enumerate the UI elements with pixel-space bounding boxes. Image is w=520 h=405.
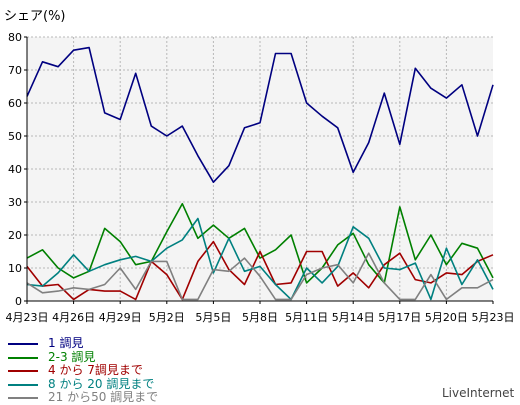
legend-label: 2-3 調見 [48, 349, 96, 364]
x-tick-label: 5月2日 [149, 311, 185, 324]
legend-swatch [8, 383, 38, 386]
x-tick-label: 5月11日 [285, 311, 328, 324]
y-tick-label: 50 [8, 130, 22, 143]
x-tick-label: 4月23日 [6, 311, 49, 324]
y-tick-label: 70 [8, 64, 22, 77]
series-line-4 [26, 217, 494, 301]
x-tick-label: 5月20日 [425, 311, 468, 324]
legend-swatch [8, 356, 38, 359]
x-tick-label: 5月8日 [242, 311, 278, 324]
y-tick-label: 10 [8, 262, 22, 275]
y-tick-label: 40 [8, 163, 22, 176]
x-tick-label: 5月17日 [378, 311, 421, 324]
series-line-1 [26, 46, 494, 183]
y-tick-label: 80 [8, 31, 22, 44]
y-tick-label: 0 [15, 295, 22, 308]
legend-label: 21 から50 調見まで [48, 390, 159, 404]
legend-swatch [8, 343, 38, 345]
series-line-5 [26, 252, 494, 301]
series-lines [26, 46, 494, 301]
x-tick-label: 5月23日 [472, 311, 515, 324]
legend-label: 8 から 20 調見まで [48, 376, 155, 391]
y-axis-label: シェア(%) [4, 9, 66, 24]
x-axis-ticks: 4月23日 4月26日 4月29日 5月2日 5月5日 5月8日 5月11日 5月14日 5月1… [6, 301, 515, 324]
grid [27, 36, 493, 301]
line-chart: 0 10 20 30 40 50 60 70 80 4月23日 4月26日 4月29日 5月2日 5月5… [6, 31, 515, 324]
series-line-2 [26, 202, 494, 284]
legend-swatch [8, 397, 38, 399]
y-axis-ticks: 0 10 20 30 40 50 60 70 80 [8, 31, 27, 308]
series-line-3 [26, 240, 494, 301]
x-tick-label: 5月14日 [332, 311, 375, 324]
x-tick-label: 4月29日 [99, 311, 142, 324]
y-tick-label: 20 [8, 229, 22, 242]
y-tick-label: 60 [8, 97, 22, 110]
x-tick-label: 5月5日 [195, 311, 231, 324]
legend-label: 4 から 7調見まで [48, 363, 143, 377]
legend-label: 1 調見 [48, 336, 84, 350]
y-tick-label: 30 [8, 196, 22, 209]
source-label: LiveInternet [442, 386, 515, 400]
legend-swatch [8, 370, 38, 372]
x-tick-label: 4月26日 [52, 311, 95, 324]
